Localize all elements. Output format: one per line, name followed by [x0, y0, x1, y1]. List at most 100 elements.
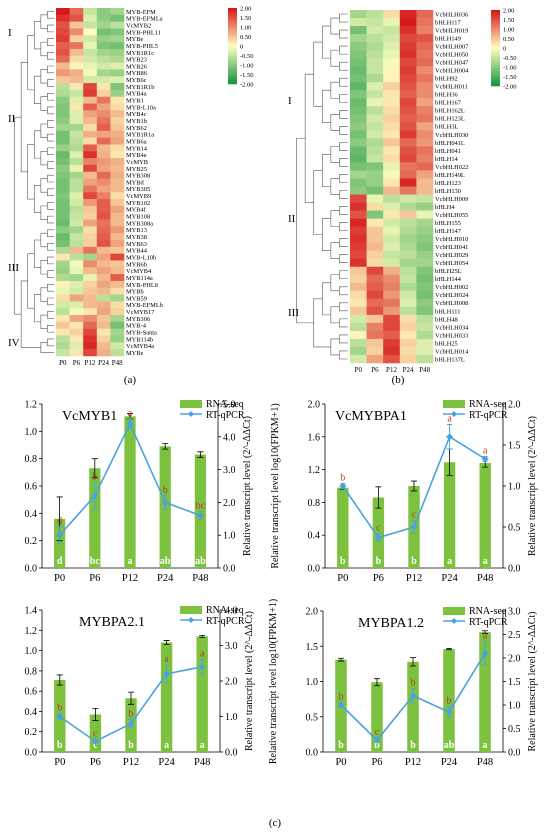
dendrogram-branch — [339, 93, 348, 103]
x-tick-label: P48 — [192, 573, 208, 584]
heatmap-cell — [96, 124, 111, 132]
line-point — [56, 531, 64, 539]
dendrogram-branch — [47, 243, 54, 251]
colorbar-segment — [228, 21, 237, 24]
heatmap-cell — [366, 58, 384, 67]
heatmap-cell — [110, 199, 125, 207]
dendrogram-branch — [47, 24, 54, 33]
bar — [407, 661, 419, 752]
heatmap-cell — [69, 315, 84, 323]
heatmap-row-label: MYB13 — [126, 227, 147, 234]
heatmap-cell — [416, 186, 434, 195]
heatmap-row-label: VcMYB2 — [126, 22, 151, 29]
heatmap-cell — [350, 186, 367, 195]
dendrogram-branch — [339, 61, 348, 71]
heatmap-column-label: P12 — [85, 359, 96, 367]
dendrogram-branch — [47, 106, 54, 115]
dendrogram-branch — [27, 34, 35, 91]
line-sig-letter: a — [128, 408, 133, 419]
heatmap-row-label: VcbHLH008 — [435, 300, 468, 307]
heatmap-cell — [110, 267, 125, 275]
colorbar-segment — [228, 82, 237, 85]
dendrogram-branch — [339, 206, 348, 215]
colorbar-segment — [228, 72, 237, 75]
heatmap-cell — [366, 146, 384, 155]
line-point — [445, 708, 453, 716]
heatmap-cell — [416, 274, 434, 284]
y-tick-label-left: 0.2 — [25, 727, 38, 738]
dendrogram-branch — [40, 41, 48, 57]
y-tick-label-right: 4.0 — [223, 432, 236, 443]
heatmap-cell — [416, 194, 434, 203]
heatmap-cell — [366, 90, 384, 99]
heatmap-column-label: P6 — [73, 359, 81, 367]
heatmap-cell — [399, 162, 417, 171]
heatmap-cell — [56, 35, 70, 43]
heatmap-row-label: MYB-4 — [126, 323, 147, 330]
heatmap-cell — [399, 202, 417, 211]
bar-error — [411, 480, 417, 492]
heatmap-column-label: P0 — [59, 359, 67, 367]
x-tick-label: P0 — [337, 573, 348, 584]
heatmap-row-label: bHLH155 — [435, 220, 461, 227]
bar-sig-letter: a — [483, 556, 488, 567]
heatmap-cell — [399, 26, 417, 35]
dendrogram-branch — [40, 69, 48, 84]
heatmap-cell — [83, 335, 98, 343]
heatmap-cell — [366, 186, 384, 195]
dendrogram-branch — [296, 138, 314, 324]
heatmap-cell — [110, 233, 125, 241]
heatmap-cell — [366, 346, 384, 356]
heatmap-row-label: VcbHLH030 — [435, 132, 468, 139]
heatmap-cell — [110, 253, 125, 261]
heatmap-cell — [96, 178, 111, 186]
heatmap-cell — [366, 18, 384, 27]
dendrogram-branch — [339, 286, 348, 296]
heatmap-row-label: MYB114b — [126, 336, 153, 343]
heatmap-row-label: VcbHLH014 — [435, 348, 469, 355]
heatmap-row-label: MYB-L10b — [126, 254, 156, 261]
heatmap-cell — [366, 130, 384, 139]
heatmap-cell — [96, 83, 111, 91]
heatmap-cell — [96, 96, 111, 104]
line-sig-letter: a — [164, 654, 169, 665]
heatmap-cell — [83, 8, 98, 16]
heatmap-cell — [56, 21, 70, 29]
heatmap-row-label: VcbHLH041 — [435, 244, 468, 251]
heatmap-row-label: MYB-PHL8 — [126, 282, 158, 289]
heatmap-cell — [366, 26, 384, 35]
colorbar-segment — [228, 11, 237, 14]
heatmap-cell — [83, 233, 98, 241]
bar-sig-letter: b — [374, 740, 380, 751]
heatmap-cell — [96, 28, 111, 36]
y-tick-label-right: 0.0 — [223, 564, 236, 575]
bar-sig-letter: a — [164, 740, 169, 751]
dendrogram-branch — [47, 174, 54, 183]
heatmap-cell — [399, 354, 417, 364]
heatmap-cell — [399, 122, 417, 131]
heatmap-cell — [366, 242, 384, 251]
colorbar-segment — [228, 51, 237, 54]
colorbar-segment — [491, 65, 500, 68]
bar — [196, 636, 208, 752]
heatmap-cell — [96, 199, 111, 207]
heatmap-cell — [83, 124, 98, 132]
heatmap-row-label: MYB108 — [126, 214, 150, 221]
line-point — [410, 523, 418, 531]
heatmap-cell — [399, 34, 417, 43]
bar-error — [128, 691, 134, 705]
colorbar-segment — [491, 61, 500, 64]
heatmap-cell — [350, 34, 367, 43]
colorbar-segment — [491, 30, 500, 34]
heatmap-cell — [366, 34, 384, 43]
heatmap-cell — [56, 328, 70, 336]
heatmap-cell — [416, 282, 434, 292]
heatmap-cell — [83, 219, 98, 227]
heatmap-cell — [69, 69, 84, 77]
heatmap-cell — [69, 294, 84, 302]
heatmap-row-label: VcMYB9 — [126, 193, 151, 200]
heatmap-cell — [366, 50, 384, 59]
heatmap-cell — [110, 21, 125, 29]
bar-sig-letter: ab — [444, 740, 455, 751]
